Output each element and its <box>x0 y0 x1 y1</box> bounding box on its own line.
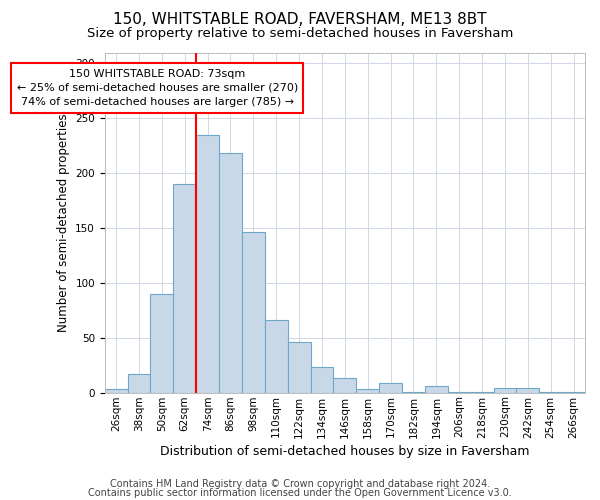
Bar <box>517 388 539 392</box>
X-axis label: Distribution of semi-detached houses by size in Faversham: Distribution of semi-detached houses by … <box>160 444 530 458</box>
Bar <box>196 135 219 392</box>
Bar <box>242 232 265 392</box>
Bar <box>311 368 334 392</box>
Bar <box>356 390 379 392</box>
Bar <box>173 184 196 392</box>
Bar <box>151 294 173 392</box>
Y-axis label: Number of semi-detached properties: Number of semi-detached properties <box>56 114 70 332</box>
Text: Contains public sector information licensed under the Open Government Licence v3: Contains public sector information licen… <box>88 488 512 498</box>
Text: 150, WHITSTABLE ROAD, FAVERSHAM, ME13 8BT: 150, WHITSTABLE ROAD, FAVERSHAM, ME13 8B… <box>113 12 487 28</box>
Bar <box>334 378 356 392</box>
Bar <box>128 374 151 392</box>
Bar <box>287 342 311 392</box>
Text: 150 WHITSTABLE ROAD: 73sqm
← 25% of semi-detached houses are smaller (270)
74% o: 150 WHITSTABLE ROAD: 73sqm ← 25% of semi… <box>17 69 298 107</box>
Text: Size of property relative to semi-detached houses in Faversham: Size of property relative to semi-detach… <box>87 28 513 40</box>
Text: Contains HM Land Registry data © Crown copyright and database right 2024.: Contains HM Land Registry data © Crown c… <box>110 479 490 489</box>
Bar <box>494 388 517 392</box>
Bar <box>379 383 402 392</box>
Bar <box>425 386 448 392</box>
Bar <box>104 390 128 392</box>
Bar <box>219 154 242 392</box>
Bar <box>265 320 287 392</box>
